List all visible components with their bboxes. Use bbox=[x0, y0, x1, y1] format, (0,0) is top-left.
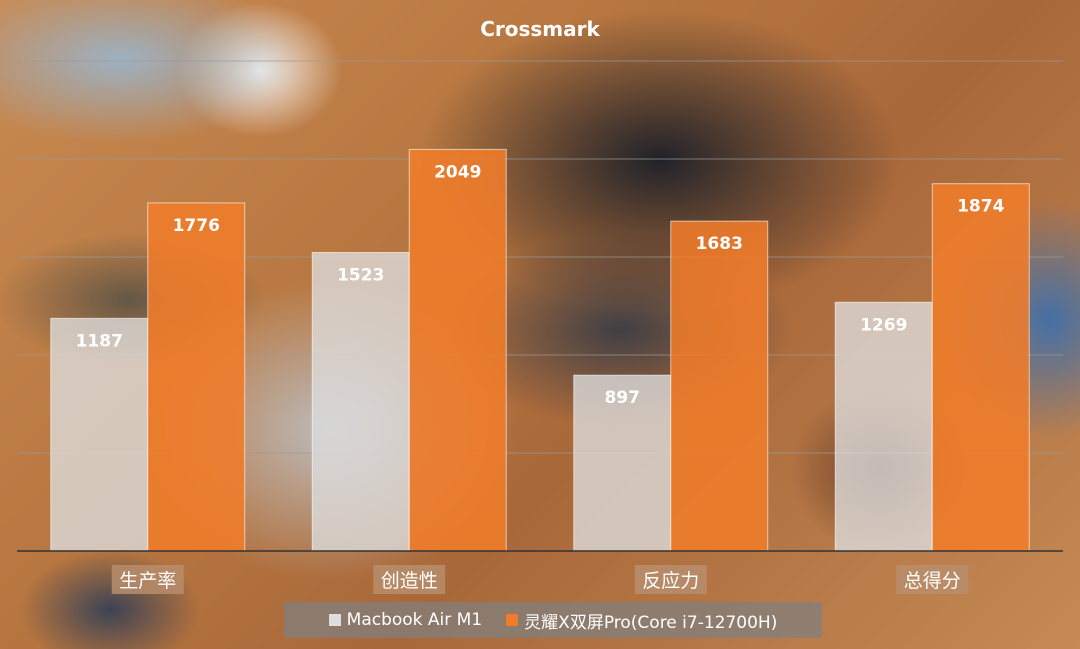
bar bbox=[147, 202, 246, 552]
bar-value-label: 1269 bbox=[860, 315, 907, 335]
bar bbox=[573, 374, 672, 552]
x-tick-labels: 生产率 创造性 反应力 总得分 bbox=[111, 565, 969, 594]
bar bbox=[834, 301, 933, 552]
bar-value-label: 1874 bbox=[957, 197, 1004, 217]
bar-value-label: 1523 bbox=[337, 265, 384, 285]
bar bbox=[670, 220, 769, 552]
x-tick-label: 生产率 bbox=[119, 570, 176, 592]
legend-swatch bbox=[506, 614, 519, 626]
legend-label: Macbook Air M1 bbox=[346, 610, 483, 630]
bar-value-label: 897 bbox=[605, 388, 641, 408]
bar-value-label: 1187 bbox=[76, 331, 123, 351]
legend: Macbook Air M1 灵耀X双屏Pro(Core i7-12700H) bbox=[284, 602, 822, 638]
bar bbox=[50, 317, 149, 552]
bar bbox=[931, 183, 1030, 552]
legend-item: 灵耀X双屏Pro(Core i7-12700H) bbox=[506, 608, 777, 633]
legend-item: Macbook Air M1 bbox=[328, 610, 483, 630]
x-tick-label: 总得分 bbox=[904, 570, 961, 592]
bar-value-label: 1776 bbox=[173, 216, 220, 236]
bars bbox=[50, 148, 1030, 552]
legend-label: 灵耀X双屏Pro(Core i7-12700H) bbox=[524, 612, 778, 633]
legend-swatch bbox=[328, 614, 341, 626]
bar bbox=[408, 148, 507, 552]
x-tick-label: 反应力 bbox=[642, 570, 699, 592]
tick-label-background bbox=[373, 565, 446, 594]
value-labels: 1187 1776 1523 2049 897 1683 1269 1874 bbox=[76, 162, 1005, 408]
bar-value-label: 1683 bbox=[696, 234, 743, 254]
tick-label-background bbox=[111, 565, 184, 594]
chart-title: Crossmark bbox=[480, 17, 600, 41]
tick-label-background bbox=[634, 565, 707, 594]
x-tick-label: 创造性 bbox=[381, 570, 438, 592]
tick-label-background bbox=[896, 565, 969, 594]
bar bbox=[311, 251, 410, 552]
bar-value-label: 2049 bbox=[434, 162, 481, 182]
